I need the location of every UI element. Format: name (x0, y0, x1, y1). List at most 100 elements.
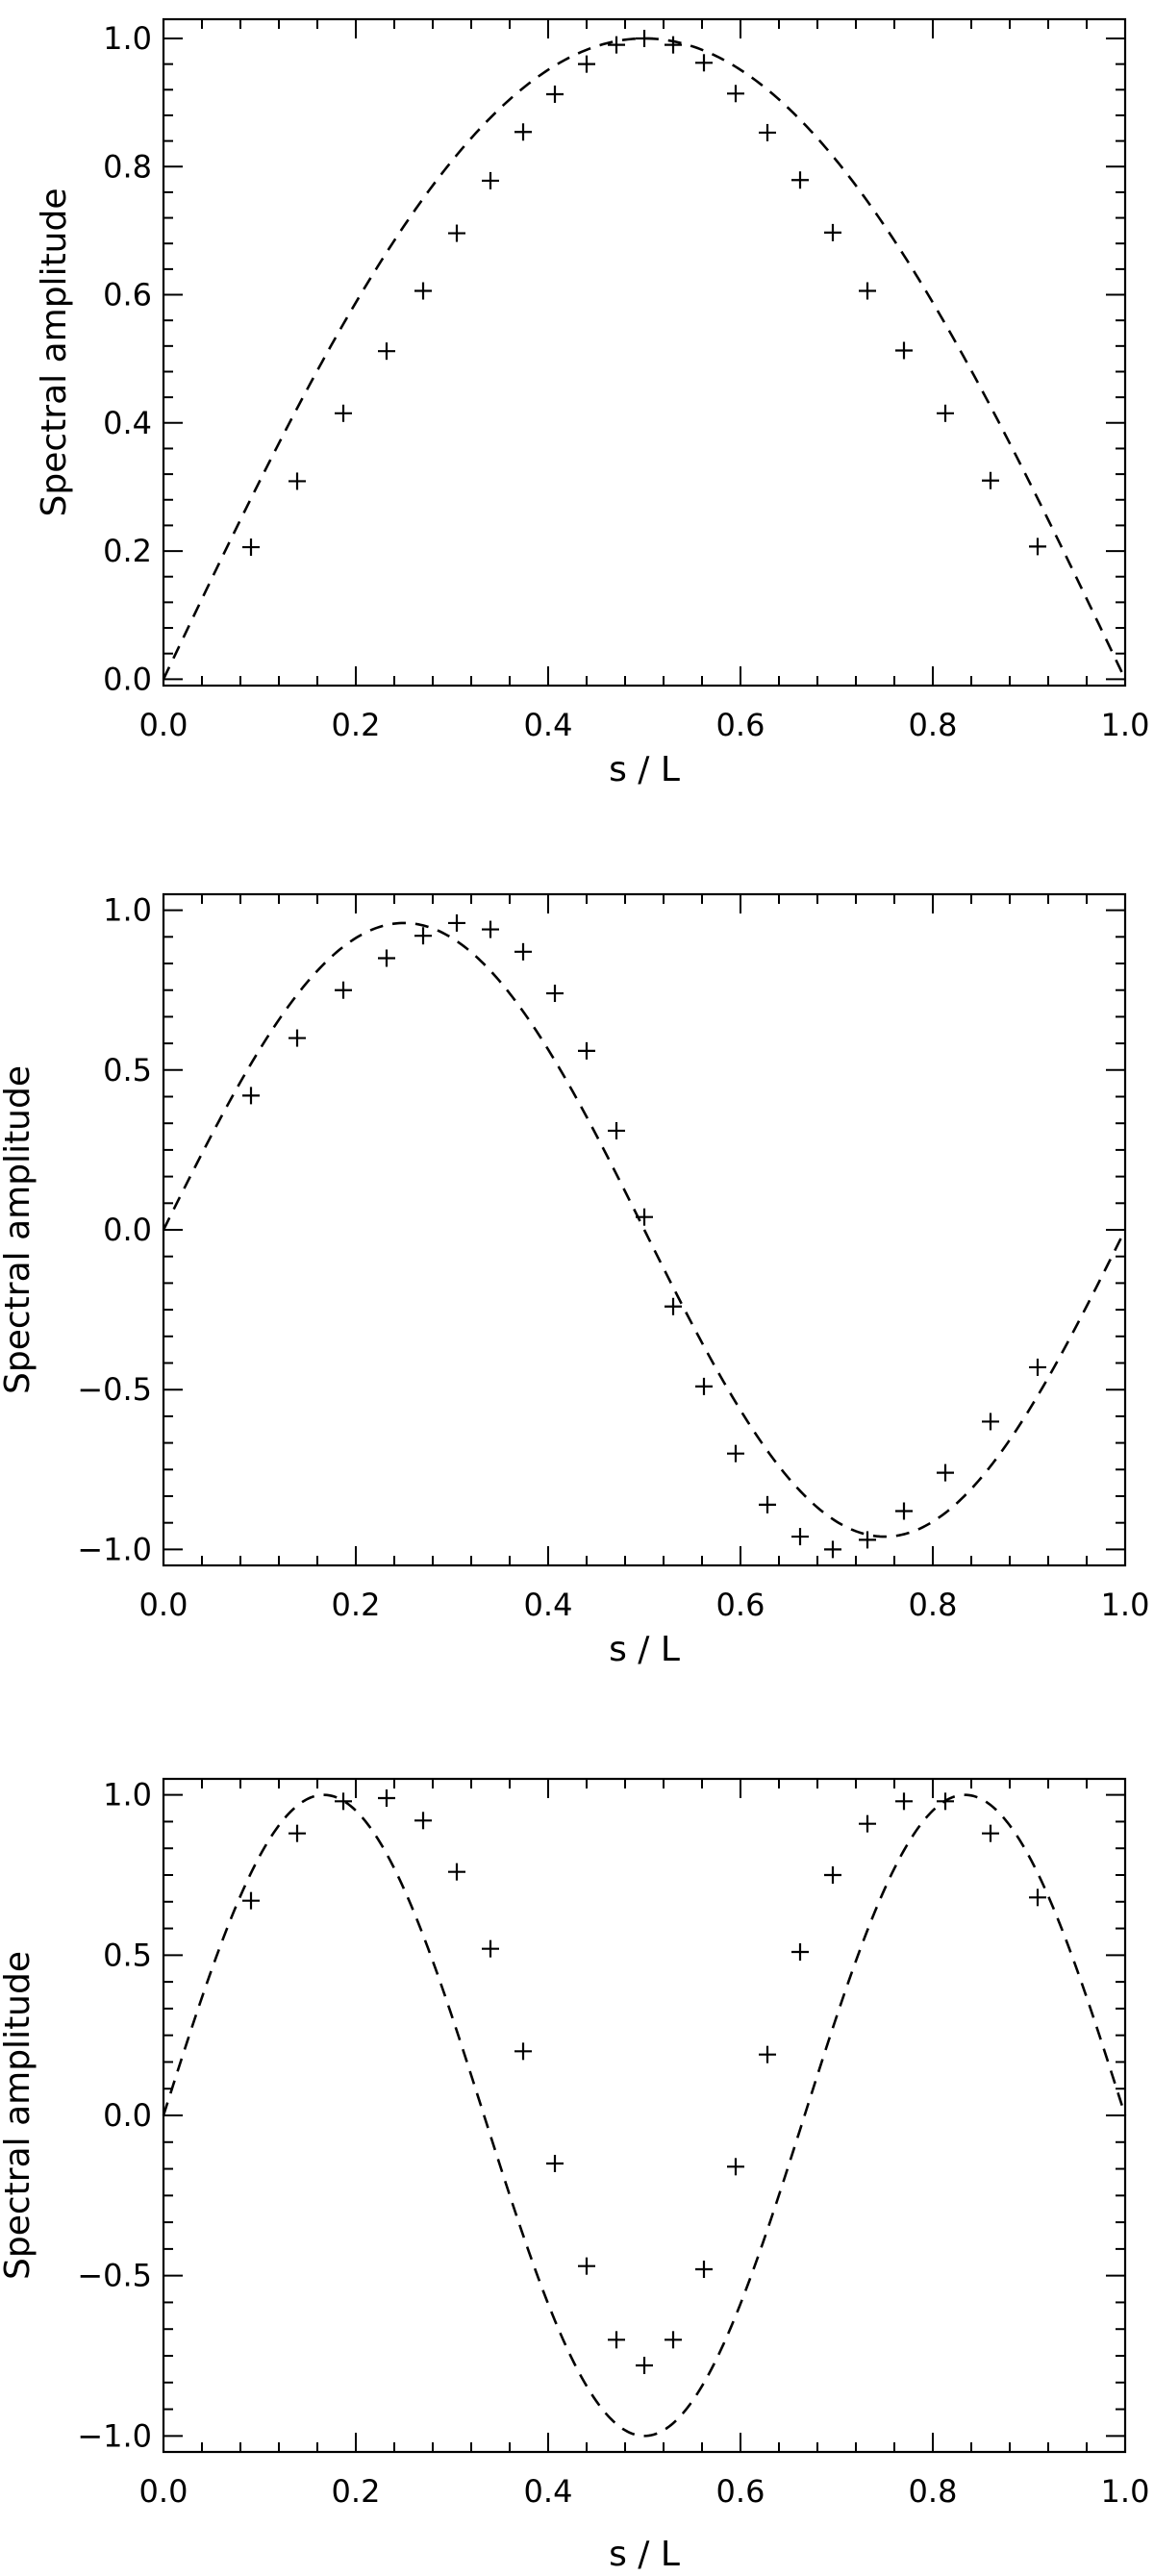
data-point-plus (759, 2045, 776, 2063)
data-point-plus (546, 85, 564, 103)
y-tick-label: 0.8 (103, 148, 152, 185)
data-point-plus (608, 36, 625, 54)
data-point-plus (636, 29, 653, 47)
x-tick-label: 1.0 (1101, 707, 1150, 743)
x-axis-label: s / L (609, 750, 680, 789)
panel-2: 0.0 0.2 0.4 0.6 0.8 1.0 −1.0 −0.5 0.0 0.5 1.0 s / L… (0, 892, 1149, 1669)
data-point-plus (414, 927, 432, 945)
x-tick-label: 0.2 (332, 1587, 381, 1623)
x-tick-label: 1.0 (1101, 2473, 1150, 2510)
data-point-plus (727, 2158, 744, 2176)
data-point-plus (982, 1824, 999, 1842)
data-point-plus (242, 538, 260, 557)
y-tick-label: 0.0 (103, 2097, 152, 2134)
data-point-plus (665, 1297, 682, 1315)
dashed-model-curve (162, 1793, 1127, 2438)
data-point-plus (759, 123, 776, 141)
x-tick-label: 0.8 (909, 707, 958, 743)
data-point-plus (378, 1789, 395, 1807)
x-tick-label: 0.6 (716, 1587, 765, 1623)
data-point-plus (608, 2331, 625, 2349)
x-tick-label: 0.6 (716, 707, 765, 743)
y-tick-label: −1.0 (77, 2417, 152, 2454)
data-point-plus (448, 1863, 465, 1881)
dashed-model-curve (162, 37, 1127, 680)
data-point-plus (578, 1041, 595, 1060)
y-tick-label: 1.0 (103, 892, 152, 929)
data-point-plus (288, 1029, 306, 1047)
dashed-model-curve (162, 921, 1127, 1538)
y-tick-label: 0.0 (103, 661, 152, 697)
x-tick-label: 0.8 (909, 2473, 958, 2510)
y-axis-label: Spectral amplitude (0, 1065, 38, 1394)
x-axis-label: s / L (609, 1630, 680, 1669)
data-point-plus (759, 1495, 776, 1513)
y-tick-label: 0.2 (103, 533, 152, 569)
data-point-plus (695, 54, 713, 72)
data-point-plus (482, 1939, 499, 1958)
x-tick-label: 0.4 (524, 2473, 573, 2510)
data-point-plus (608, 1121, 625, 1139)
y-tick-label: 1.0 (103, 1777, 152, 1813)
plot-frame (162, 17, 1127, 688)
data-point-plus (937, 1792, 954, 1811)
data-point-plus (695, 2261, 713, 2278)
x-tick-label: 0.0 (139, 2473, 188, 2510)
data-point-plus (636, 1208, 653, 1226)
y-tick-label: 0.4 (103, 405, 152, 441)
data-point-plus (895, 1502, 913, 1520)
data-point-plus (895, 1792, 913, 1811)
data-point-plus (514, 2042, 532, 2061)
data-point-plus (335, 1792, 352, 1811)
x-tick-label: 0.4 (524, 707, 573, 743)
data-point-plus (546, 2155, 564, 2172)
data-point-plus (937, 1463, 954, 1482)
data-point-plus (895, 341, 913, 360)
data-point-plus (824, 1866, 841, 1884)
x-tick-label: 0.8 (909, 1587, 958, 1623)
data-point-plus (414, 282, 432, 300)
data-point-plus (665, 2331, 682, 2349)
data-point-plus (378, 342, 395, 361)
data-point-plus (514, 123, 532, 141)
y-tick-label: −0.5 (77, 1371, 152, 1408)
data-point-plus (859, 1531, 876, 1549)
data-point-plus (727, 85, 744, 103)
data-point-plus (242, 1891, 260, 1910)
x-tick-label: 0.2 (332, 2473, 381, 2510)
data-point-plus (546, 985, 564, 1003)
data-point-plus (448, 224, 465, 242)
data-point-plus (1029, 1358, 1046, 1376)
y-tick-label: −0.5 (77, 2258, 152, 2294)
data-point-plus (824, 1540, 841, 1559)
y-axis-label: Spectral amplitude (35, 188, 74, 517)
data-point-plus (791, 1528, 809, 1546)
x-axis-label: s / L (609, 2535, 680, 2574)
data-point-plus (791, 171, 809, 189)
data-point-plus (242, 1087, 260, 1105)
x-tick-label: 1.0 (1101, 1587, 1150, 1623)
data-point-plus (288, 472, 306, 490)
data-point-plus (482, 920, 499, 938)
data-point-plus (288, 1824, 306, 1842)
data-point-plus (982, 1413, 999, 1431)
data-point-plus (1029, 1888, 1046, 1907)
data-point-plus (727, 1444, 744, 1463)
x-tick-label: 0.0 (139, 1587, 188, 1623)
y-axis-label: Spectral amplitude (0, 1951, 38, 2280)
x-tick-label: 0.0 (139, 707, 188, 743)
data-point-plus (414, 1812, 432, 1830)
data-point-plus (578, 2257, 595, 2275)
data-point-plus (824, 223, 841, 241)
data-point-plus (448, 913, 465, 932)
panel-1: 0.0 0.2 0.4 0.6 0.8 1.0 0.0 0.2 0.4 0.6 0.8 1.0 s / … (35, 17, 1150, 789)
data-point-plus (937, 404, 954, 422)
data-point-plus (1029, 538, 1046, 556)
data-point-plus (695, 1377, 713, 1395)
data-point-plus (335, 981, 352, 999)
x-tick-label: 0.4 (524, 1587, 573, 1623)
data-point-plus (859, 282, 876, 300)
panel-3: 0.0 0.2 0.4 0.6 0.8 1.0 −1.0 −0.5 0.0 0.5 1.0 s / L… (0, 1777, 1149, 2574)
data-point-plus (514, 942, 532, 961)
